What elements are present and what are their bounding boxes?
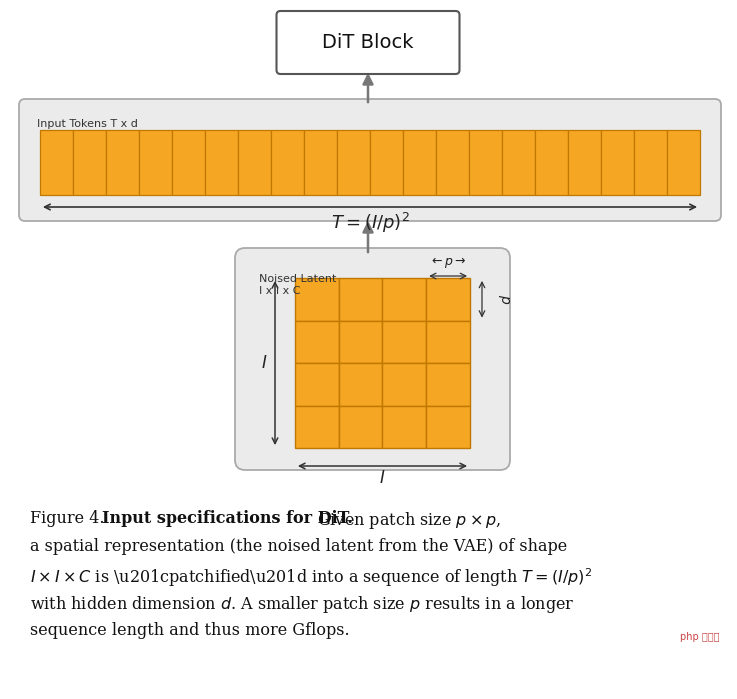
Bar bbox=[139, 130, 172, 195]
Text: php 中文网: php 中文网 bbox=[680, 632, 719, 642]
Bar bbox=[535, 130, 568, 195]
Bar bbox=[383, 405, 426, 448]
Text: $\leftarrow p \rightarrow$: $\leftarrow p \rightarrow$ bbox=[430, 255, 467, 270]
Text: Given patch size $p \times p$,: Given patch size $p \times p$, bbox=[312, 510, 501, 531]
Bar bbox=[383, 278, 426, 321]
Bar bbox=[568, 130, 601, 195]
FancyBboxPatch shape bbox=[19, 99, 721, 221]
Bar bbox=[436, 130, 469, 195]
Text: with hidden dimension $d$. A smaller patch size $p$ results in a longer: with hidden dimension $d$. A smaller pat… bbox=[30, 594, 575, 615]
Bar bbox=[337, 130, 370, 195]
Text: I x I x C: I x I x C bbox=[259, 286, 301, 296]
Bar bbox=[295, 321, 339, 363]
Bar bbox=[205, 130, 238, 195]
Bar bbox=[383, 321, 426, 363]
Bar bbox=[295, 363, 339, 405]
Bar bbox=[426, 405, 470, 448]
Bar bbox=[295, 278, 339, 321]
FancyBboxPatch shape bbox=[235, 248, 510, 470]
Bar bbox=[106, 130, 139, 195]
Bar bbox=[339, 363, 383, 405]
Text: $p$: $p$ bbox=[496, 294, 511, 304]
Bar bbox=[271, 130, 304, 195]
Text: $T = (I/p)^2$: $T = (I/p)^2$ bbox=[331, 211, 410, 235]
Text: $I \times I \times C$ is \u201cpatchified\u201d into a sequence of length $T = (: $I \times I \times C$ is \u201cpatchifie… bbox=[30, 566, 592, 589]
Bar bbox=[370, 130, 403, 195]
Text: sequence length and thus more Gflops.: sequence length and thus more Gflops. bbox=[30, 622, 349, 639]
Bar bbox=[426, 321, 470, 363]
Text: a spatial representation (the noised latent from the VAE) of shape: a spatial representation (the noised lat… bbox=[30, 538, 567, 555]
Bar bbox=[634, 130, 667, 195]
Text: Noised Latent: Noised Latent bbox=[259, 274, 336, 284]
Bar bbox=[304, 130, 337, 195]
Bar bbox=[73, 130, 106, 195]
Bar bbox=[469, 130, 502, 195]
Bar bbox=[502, 130, 535, 195]
Text: Figure 4.: Figure 4. bbox=[30, 510, 115, 527]
Bar bbox=[426, 363, 470, 405]
Text: DiT Block: DiT Block bbox=[322, 33, 413, 52]
Bar bbox=[238, 130, 271, 195]
Bar bbox=[172, 130, 205, 195]
Bar bbox=[383, 363, 426, 405]
Bar bbox=[426, 278, 470, 321]
Bar bbox=[601, 130, 634, 195]
Bar bbox=[667, 130, 700, 195]
Bar bbox=[403, 130, 436, 195]
FancyBboxPatch shape bbox=[276, 11, 459, 74]
Text: Input Tokens T x d: Input Tokens T x d bbox=[37, 119, 138, 129]
Text: Input specifications for DiT.: Input specifications for DiT. bbox=[102, 510, 353, 527]
Bar bbox=[295, 405, 339, 448]
Bar bbox=[339, 321, 383, 363]
Bar bbox=[40, 130, 73, 195]
Text: $I$: $I$ bbox=[261, 354, 267, 371]
Text: $I$: $I$ bbox=[380, 470, 385, 487]
Bar bbox=[339, 405, 383, 448]
Bar bbox=[339, 278, 383, 321]
